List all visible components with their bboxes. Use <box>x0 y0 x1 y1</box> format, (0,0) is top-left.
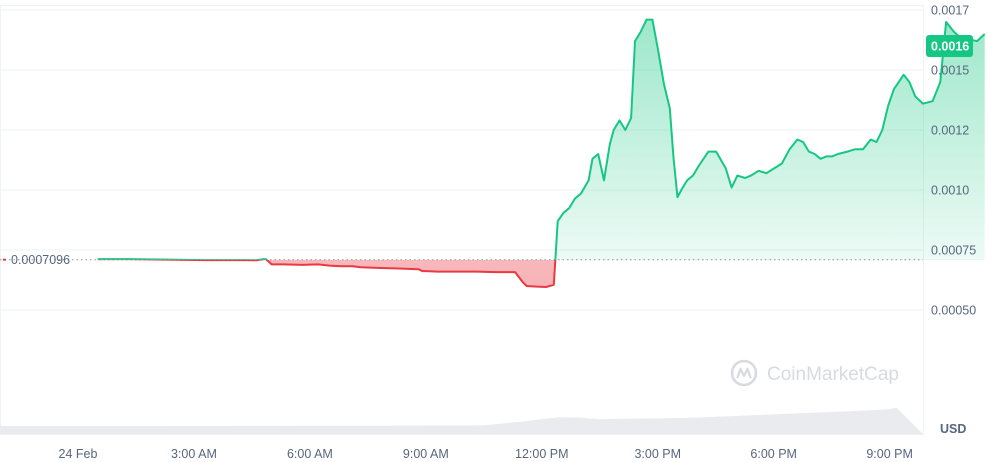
y-tick-label: 0.0010 <box>931 184 969 198</box>
currency-label: USD <box>940 422 966 436</box>
current-price-badge-bg <box>926 35 973 57</box>
volume-area <box>0 407 923 434</box>
y-tick-label: 0.0012 <box>931 124 969 138</box>
down-area-fill <box>175 259 556 287</box>
baseline-marker <box>3 258 6 261</box>
coinmarketcap-watermark: CoinMarketCap <box>730 359 899 387</box>
y-tick-label: 0.00075 <box>931 244 976 258</box>
current-price-badge: 0.0016 <box>926 35 973 57</box>
coinmarketcap-logo-icon <box>730 359 758 387</box>
x-axis: 24 Feb 3:00 AM 6:00 AM 9:00 AM 12:00 PM 3:00 … <box>59 447 913 461</box>
baseline-value: 0.0007096 <box>11 253 70 267</box>
x-tick-label: 24 Feb <box>59 447 98 461</box>
up-area-fill <box>97 19 985 260</box>
current-price-value: 0.0016 <box>931 40 969 54</box>
x-tick-label: 12:00 PM <box>515 447 569 461</box>
y-axis: 0.00050 0.00075 0.0010 0.0012 0.0015 0.0017 <box>931 4 976 318</box>
y-tick-label: 0.00050 <box>931 304 976 318</box>
watermark-text: CoinMarketCap <box>767 364 899 385</box>
x-tick-label: 3:00 PM <box>634 447 681 461</box>
x-tick-label: 9:00 PM <box>866 447 913 461</box>
x-tick-label: 9:00 AM <box>403 447 449 461</box>
y-tick-label: 0.0017 <box>931 4 969 18</box>
baseline-label: 0.0007096 <box>3 253 70 267</box>
x-tick-label: 3:00 AM <box>171 447 217 461</box>
x-tick-label: 6:00 PM <box>750 447 797 461</box>
price-line-down <box>97 259 557 288</box>
y-tick-label: 0.0015 <box>931 64 969 78</box>
price-line-up <box>97 18 986 260</box>
x-tick-label: 6:00 AM <box>287 447 333 461</box>
